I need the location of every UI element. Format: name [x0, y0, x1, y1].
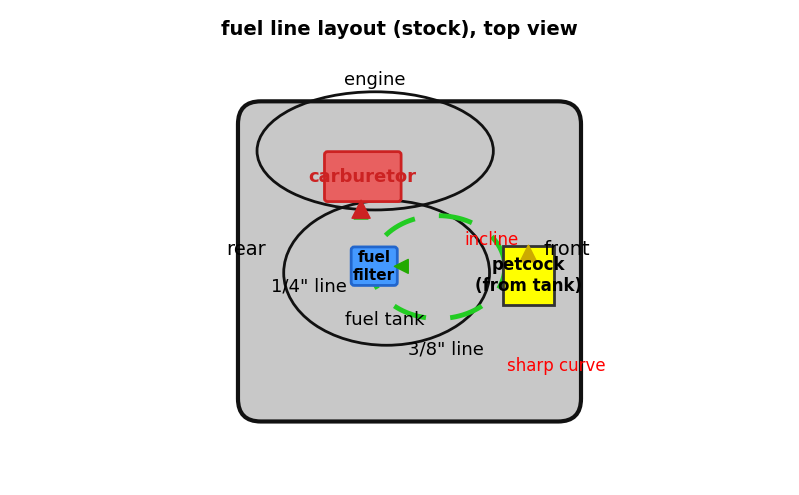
Text: 3/8" line: 3/8" line [407, 340, 483, 358]
Text: rear: rear [227, 241, 266, 259]
FancyBboxPatch shape [352, 247, 397, 286]
Text: carburetor: carburetor [308, 168, 416, 186]
FancyBboxPatch shape [238, 101, 581, 422]
Text: petcock
(from tank): petcock (from tank) [475, 256, 582, 296]
Text: engine: engine [344, 71, 406, 90]
Text: sharp curve: sharp curve [507, 357, 606, 375]
Text: incline: incline [465, 232, 519, 249]
FancyBboxPatch shape [324, 151, 401, 201]
Text: fuel
filter: fuel filter [353, 250, 395, 283]
Text: fuel tank: fuel tank [345, 311, 424, 330]
Text: 1/4" line: 1/4" line [271, 277, 347, 295]
Text: front: front [544, 241, 590, 259]
Text: fuel line layout (stock), top view: fuel line layout (stock), top view [221, 20, 578, 39]
FancyBboxPatch shape [503, 246, 555, 305]
